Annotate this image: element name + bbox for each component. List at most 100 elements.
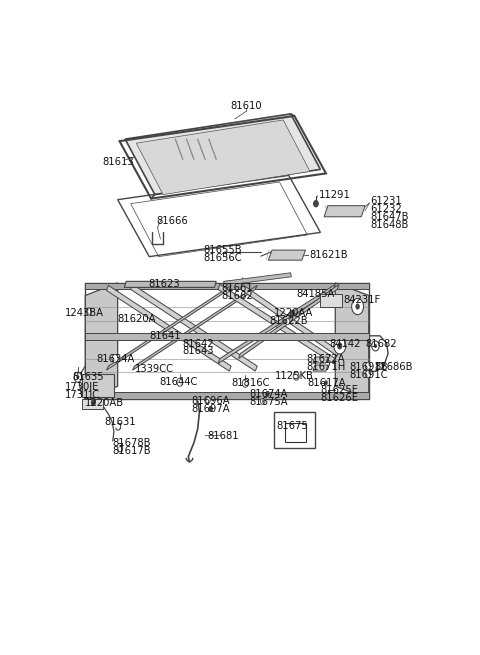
- Text: 61231: 61231: [371, 196, 402, 206]
- Text: 81678B: 81678B: [113, 438, 151, 448]
- Text: 81686B: 81686B: [374, 362, 413, 372]
- Circle shape: [314, 200, 318, 207]
- Text: 81644C: 81644C: [160, 377, 198, 387]
- Text: 61232: 61232: [371, 204, 402, 214]
- Polygon shape: [218, 284, 335, 364]
- Text: 81655B: 81655B: [203, 245, 242, 255]
- Circle shape: [355, 303, 360, 310]
- Text: 1125KB: 1125KB: [275, 371, 314, 381]
- Text: 11291: 11291: [319, 189, 350, 200]
- Polygon shape: [313, 365, 328, 371]
- Circle shape: [74, 372, 82, 383]
- Circle shape: [265, 391, 270, 397]
- Text: 81641: 81641: [149, 331, 181, 341]
- Text: 81696A: 81696A: [192, 396, 230, 406]
- Circle shape: [324, 380, 328, 385]
- Polygon shape: [85, 283, 369, 290]
- Circle shape: [365, 363, 371, 369]
- Polygon shape: [321, 295, 342, 307]
- Circle shape: [293, 372, 299, 380]
- Circle shape: [261, 398, 265, 404]
- Polygon shape: [224, 272, 291, 286]
- Circle shape: [86, 308, 92, 315]
- Text: 81620A: 81620A: [118, 314, 156, 324]
- Circle shape: [206, 398, 210, 403]
- Bar: [285, 422, 306, 441]
- Polygon shape: [107, 286, 231, 370]
- Circle shape: [177, 378, 183, 386]
- Polygon shape: [268, 250, 305, 260]
- Circle shape: [286, 319, 290, 325]
- Text: 81617A: 81617A: [307, 378, 346, 388]
- Text: 1243BA: 1243BA: [64, 308, 104, 318]
- Text: 81635: 81635: [72, 372, 104, 382]
- Circle shape: [334, 338, 346, 354]
- Bar: [274, 413, 315, 448]
- Circle shape: [337, 343, 342, 349]
- Text: 81675A: 81675A: [250, 397, 288, 407]
- Text: 81682: 81682: [365, 339, 396, 349]
- Polygon shape: [132, 286, 257, 370]
- Circle shape: [372, 341, 379, 351]
- Text: 81675: 81675: [276, 421, 308, 430]
- Text: 81623: 81623: [148, 280, 180, 290]
- Text: 81666: 81666: [156, 216, 189, 226]
- Text: 81691B: 81691B: [349, 362, 388, 372]
- Text: 84142: 84142: [329, 339, 361, 349]
- Text: 81697A: 81697A: [192, 404, 230, 415]
- Text: 81681: 81681: [207, 431, 239, 441]
- Polygon shape: [107, 286, 231, 371]
- Text: 81622B: 81622B: [269, 316, 308, 326]
- Polygon shape: [82, 373, 114, 398]
- Polygon shape: [240, 284, 339, 356]
- Text: 81625E: 81625E: [321, 385, 359, 395]
- Text: 81617B: 81617B: [113, 446, 152, 456]
- Text: 81643: 81643: [183, 346, 214, 356]
- Text: 81610: 81610: [230, 102, 262, 111]
- Circle shape: [374, 344, 377, 348]
- Text: 81621B: 81621B: [309, 250, 348, 260]
- Polygon shape: [324, 206, 365, 217]
- Polygon shape: [239, 284, 339, 358]
- Polygon shape: [335, 283, 369, 399]
- Polygon shape: [136, 120, 310, 195]
- Circle shape: [242, 379, 248, 387]
- Circle shape: [365, 371, 371, 378]
- Text: 81647B: 81647B: [371, 212, 409, 222]
- Polygon shape: [85, 392, 369, 399]
- Text: 81662: 81662: [222, 291, 253, 301]
- Text: 1220AB: 1220AB: [85, 398, 124, 408]
- Text: 1339CC: 1339CC: [135, 364, 174, 373]
- Polygon shape: [125, 114, 321, 195]
- Circle shape: [352, 299, 363, 314]
- Polygon shape: [124, 282, 216, 288]
- Circle shape: [76, 375, 79, 379]
- Text: 84185A: 84185A: [296, 290, 335, 299]
- Circle shape: [290, 310, 295, 316]
- Text: 81626E: 81626E: [321, 394, 359, 403]
- Circle shape: [91, 399, 96, 406]
- Circle shape: [112, 354, 118, 363]
- Text: 81631: 81631: [105, 417, 136, 426]
- Text: 81691C: 81691C: [349, 369, 388, 380]
- Text: 81634A: 81634A: [96, 354, 135, 364]
- Polygon shape: [85, 333, 369, 340]
- Text: 81656C: 81656C: [203, 253, 242, 263]
- Text: 81672A: 81672A: [307, 354, 345, 364]
- Text: 81816C: 81816C: [231, 378, 270, 388]
- Circle shape: [208, 406, 213, 412]
- Text: 81648B: 81648B: [371, 220, 409, 230]
- Circle shape: [377, 363, 383, 369]
- Polygon shape: [82, 399, 103, 409]
- Text: 81674A: 81674A: [250, 389, 288, 399]
- Text: 1731JC: 1731JC: [64, 390, 99, 400]
- Text: 81642: 81642: [183, 339, 215, 349]
- Text: 1730JE: 1730JE: [64, 383, 99, 392]
- Text: 1220AA: 1220AA: [274, 308, 313, 318]
- Polygon shape: [131, 284, 257, 371]
- Polygon shape: [218, 284, 335, 364]
- Polygon shape: [313, 357, 328, 363]
- Text: 81671H: 81671H: [307, 362, 346, 372]
- Polygon shape: [85, 283, 118, 399]
- Text: 84231F: 84231F: [344, 295, 381, 305]
